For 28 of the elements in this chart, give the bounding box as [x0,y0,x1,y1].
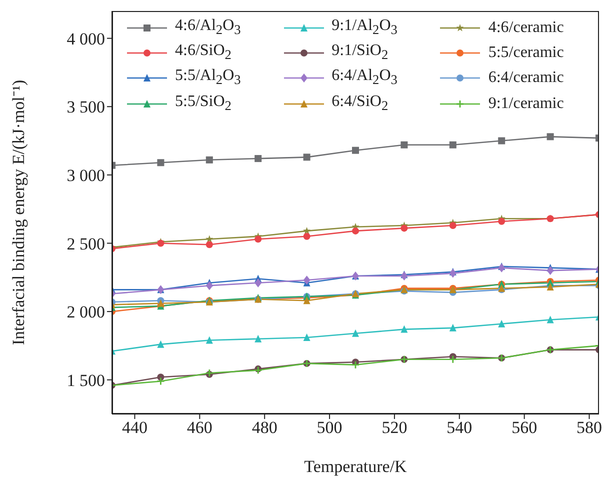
legend-label: 9:1/Al$_{2}$O$_{3}$ [332,16,398,40]
legend-label: 5:5/Al$_{2}$O$_{3}$ [175,66,241,90]
y-tick-label: 2 000 [66,302,105,322]
legend-label: 4:6/SiO$_{2}$ [175,41,232,64]
legend-label: 5:5/SiO$_{2}$ [175,92,232,115]
legend-label: 9:1/ceramic [488,94,564,114]
x-tick-label: 540 [446,418,472,438]
y-tick-label: 3 500 [66,98,105,117]
x-tick-label: 460 [186,418,212,438]
legend-label: 6:4/Al$_{2}$O$_{3}$ [332,66,398,90]
legend-label: 4:6/Al$_{2}$O$_{3}$ [175,16,241,40]
x-tick-label: 440 [122,418,148,438]
legend-label: 6:4/SiO$_{2}$ [332,92,388,115]
x-tick-label: 500 [316,418,342,438]
x-tick-label: 520 [382,418,408,438]
y-tick-label: 2 500 [66,234,105,254]
legend-label: 4:6/ceramic [488,18,564,38]
x-tick-label: 480 [252,418,278,438]
y-tick-label: 1 500 [66,370,105,390]
y-tick-label: 4 000 [66,29,105,48]
x-tick-label: 580 [576,418,602,438]
legend-label: 6:4/ceramic [488,68,564,88]
legend-label: 5:5/ceramic [488,43,564,64]
x-axis-title: Temperature/K [304,457,408,476]
x-tick-label: 560 [512,418,538,438]
y-tick-label: 3 000 [66,166,105,185]
y-axis-title: Interfacial binding energy E/(kJ·mol⁻¹) [9,80,28,346]
legend-label: 9:1/SiO$_{2}$ [332,41,388,64]
